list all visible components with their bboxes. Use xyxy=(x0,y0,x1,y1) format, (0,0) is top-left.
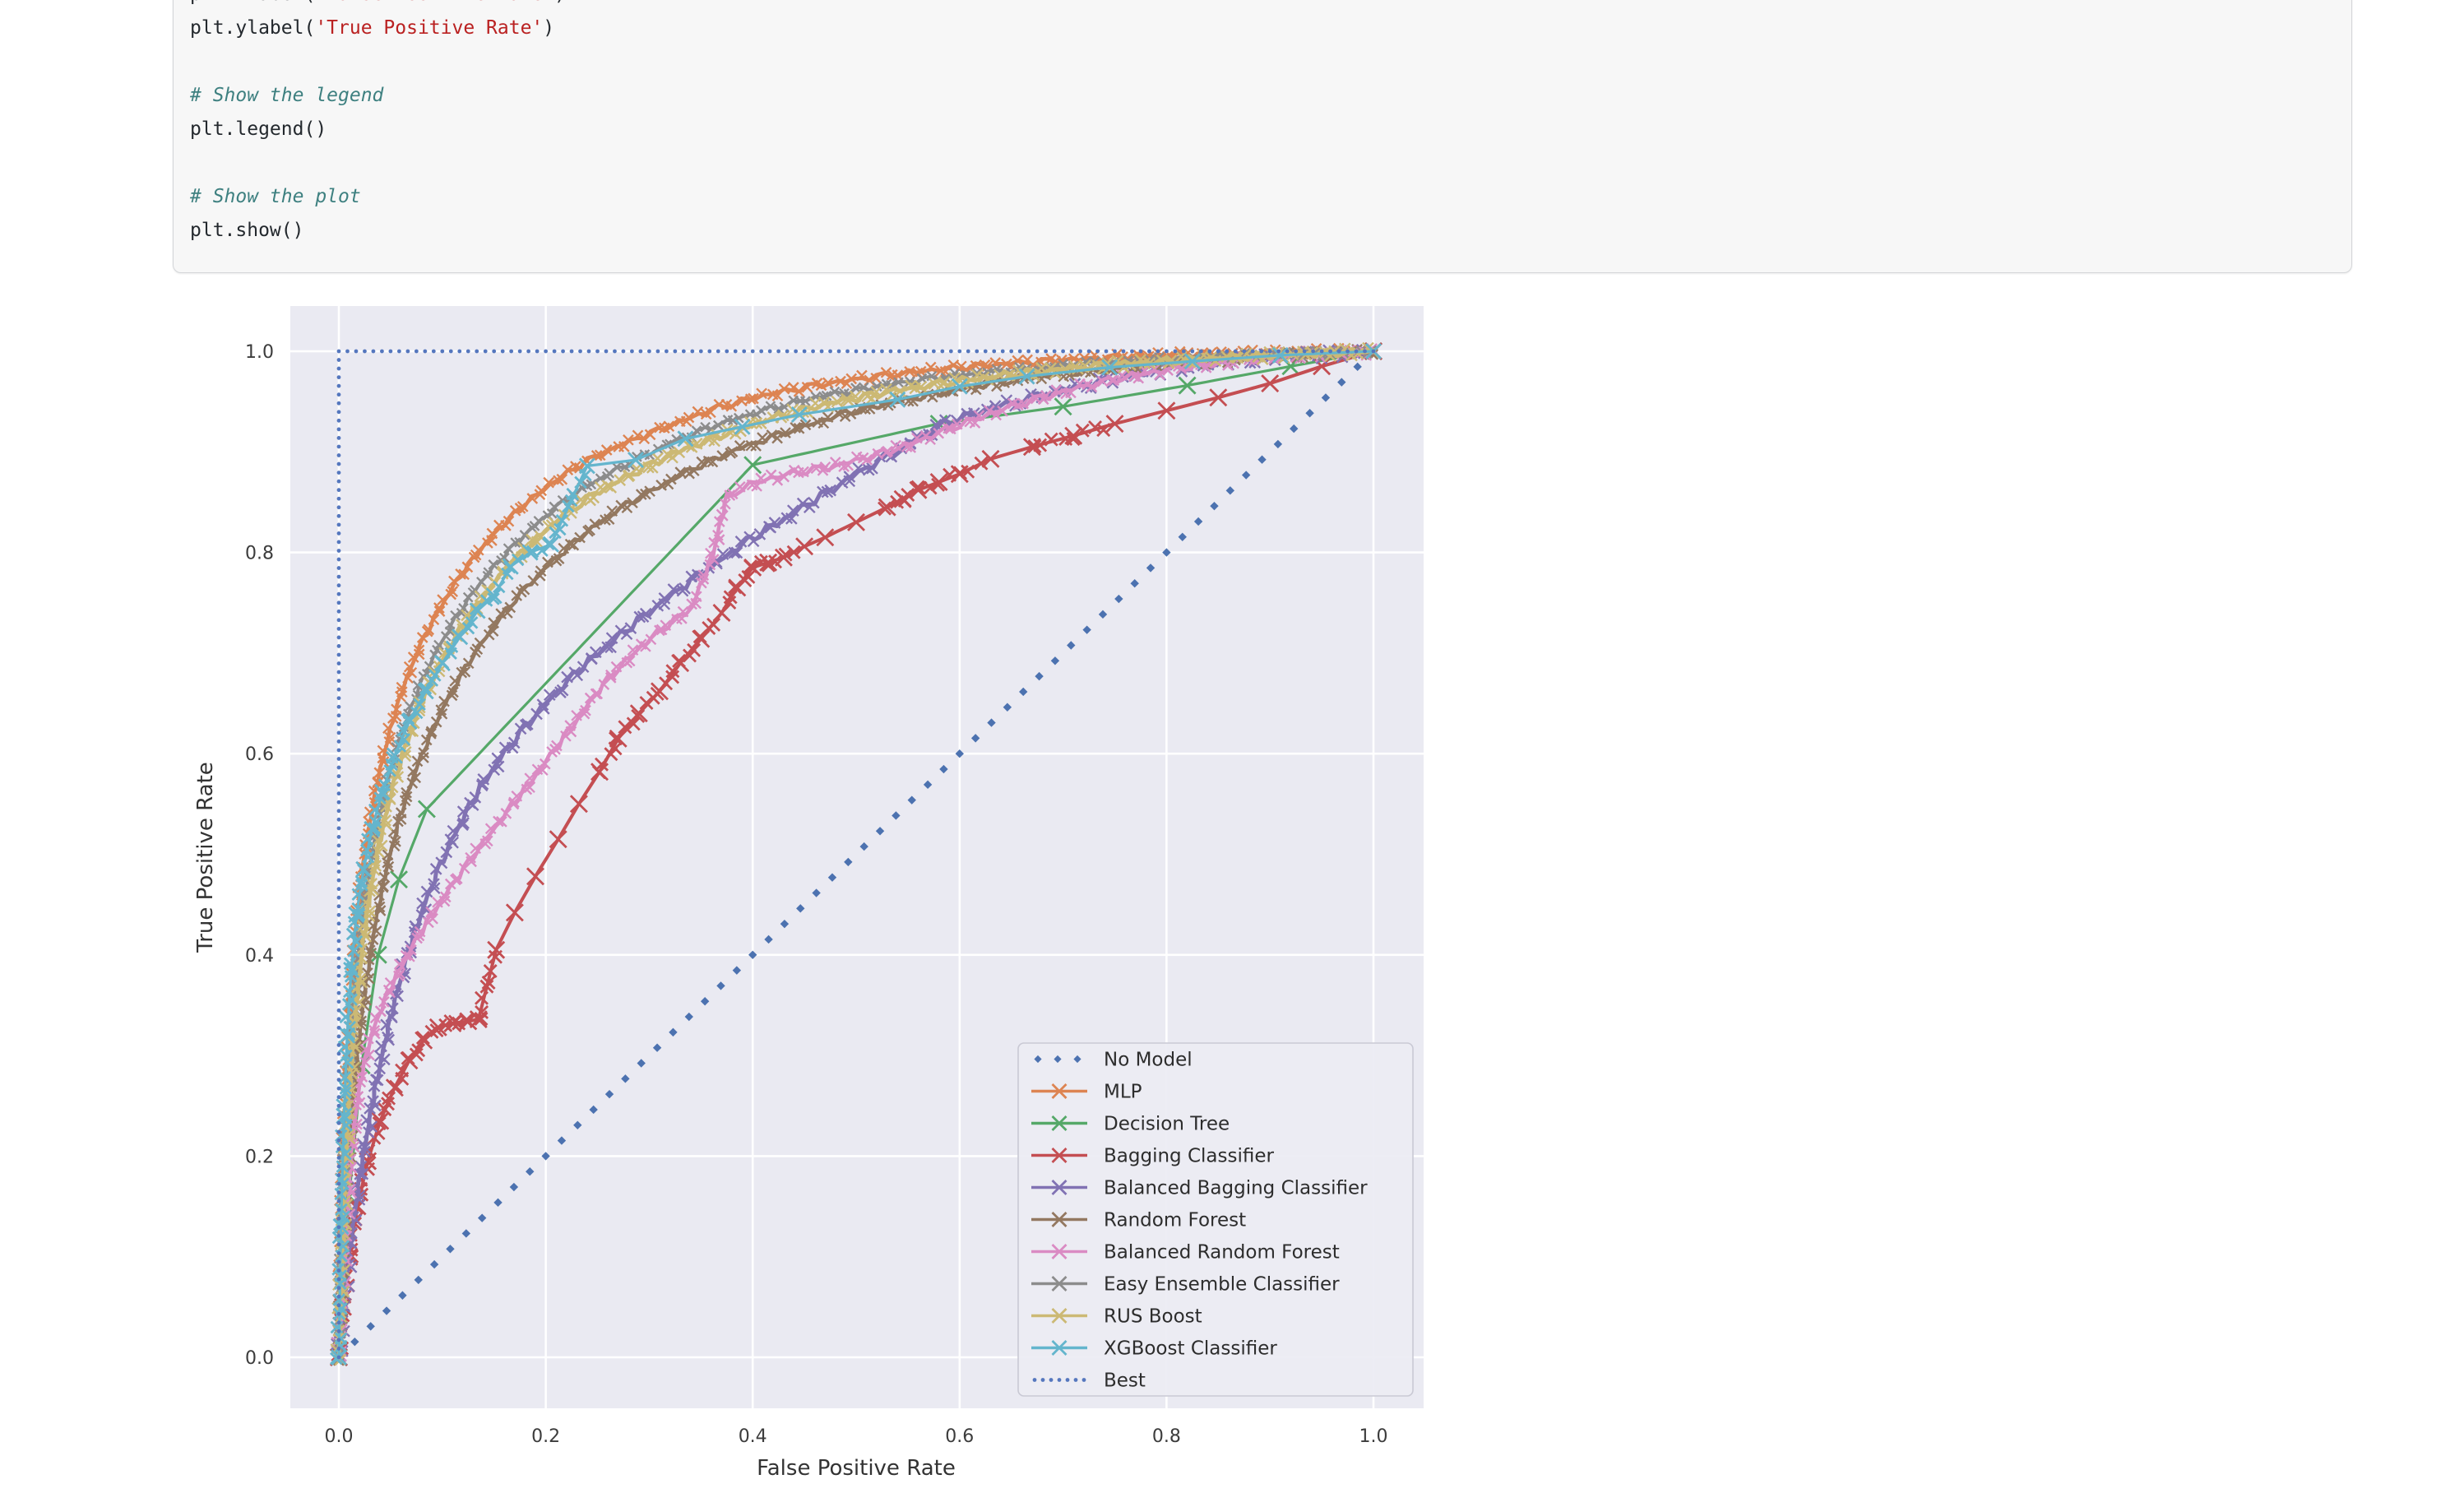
y-axis-label: True Positive Rate xyxy=(193,762,218,953)
legend-sample-dotted xyxy=(1049,1378,1054,1382)
code-token-code: plt.ylabel( xyxy=(190,17,316,39)
legend-sample-dotted xyxy=(1034,1055,1042,1064)
legend-sample-marker xyxy=(1051,1308,1068,1324)
code-line: # Show the legend xyxy=(190,85,383,106)
legend-sample-marker xyxy=(1051,1083,1068,1099)
x-tick-label: 0.6 xyxy=(945,1426,974,1447)
y-tick-label: 0.4 xyxy=(245,946,274,967)
legend-sample-marker xyxy=(1051,1115,1068,1131)
x-tick-label: 1.0 xyxy=(1359,1426,1388,1447)
x-tick-label: 0.8 xyxy=(1152,1426,1181,1447)
legend-item-label: Decision Tree xyxy=(1104,1114,1230,1135)
x-axis-label: False Positive Rate xyxy=(757,1456,956,1481)
dotted-line xyxy=(334,346,1378,1362)
legend: No Model MLP Decision Tree Bagging Classifi… xyxy=(1017,1042,1414,1397)
legend-item-bagging-classifier: Bagging Classifier xyxy=(1031,1146,1274,1167)
x-tick-label: 0.0 xyxy=(325,1426,354,1447)
legend-item-decision-tree: Decision Tree xyxy=(1031,1114,1230,1135)
legend-item-no-model: No Model xyxy=(1034,1050,1193,1071)
legend-box xyxy=(1017,1042,1414,1397)
code-line: plt.ylabel('True Positive Rate') xyxy=(190,17,554,39)
legend-item-label: Balanced Random Forest xyxy=(1104,1242,1340,1264)
legend-sample-marker xyxy=(1051,1244,1068,1259)
legend-sample-marker xyxy=(1051,1180,1068,1195)
code-line: # Show the plot xyxy=(190,186,361,207)
y-tick-label: 0.8 xyxy=(245,544,274,564)
legend-item-label: XGBoost Classifier xyxy=(1104,1338,1277,1360)
legend-sample-dotted xyxy=(1065,1378,1070,1382)
code-token-code: plt.legend() xyxy=(190,118,327,140)
legend-sample-dotted xyxy=(1054,1055,1062,1064)
legend-item-random-forest: Random Forest xyxy=(1031,1210,1246,1231)
legend-item-label: Bagging Classifier xyxy=(1104,1146,1274,1167)
code-line: plt.legend() xyxy=(190,118,327,140)
legend-item-label: Balanced Bagging Classifier xyxy=(1104,1178,1368,1199)
legend-sample-dotted xyxy=(1032,1378,1037,1382)
legend-sample-marker xyxy=(1051,1340,1068,1356)
code-token-code: plt.xlabel( xyxy=(190,0,315,5)
legend-item-label: No Model xyxy=(1104,1050,1193,1071)
y-tick-label: 0.2 xyxy=(245,1147,274,1167)
y-tick-label: 0.6 xyxy=(245,744,274,765)
legend-item-xgboost-classifier: XGBoost Classifier xyxy=(1031,1338,1277,1360)
code-token-code: plt.show() xyxy=(190,220,304,241)
legend-item-label: Easy Ensemble Classifier xyxy=(1104,1274,1340,1296)
legend-sample-marker xyxy=(1051,1148,1068,1163)
legend-item-label: Best xyxy=(1104,1370,1146,1392)
code-token-code: ) xyxy=(554,0,566,5)
legend-item-best: Best xyxy=(1032,1370,1146,1392)
x-tick-label: 0.2 xyxy=(531,1426,560,1447)
code-token-comment: # Show the plot xyxy=(190,186,361,207)
code-line: plt.xlabel('False Positive Rate') xyxy=(190,0,566,5)
y-tick-label: 1.0 xyxy=(245,342,274,363)
legend-item-mlp: MLP xyxy=(1031,1082,1142,1103)
legend-item-label: MLP xyxy=(1104,1082,1142,1103)
y-tick-label: 0.0 xyxy=(245,1348,274,1369)
code-token-string: 'False Positive Rate' xyxy=(315,0,554,5)
legend-item-balanced-bagging-classifier: Balanced Bagging Classifier xyxy=(1031,1178,1368,1199)
code-cell[interactable]: plt.xlabel('False Positive Rate') plt.yl… xyxy=(173,0,2352,273)
x-tick-label: 0.4 xyxy=(739,1426,767,1447)
legend-sample-dotted xyxy=(1081,1378,1086,1382)
legend-item-rus-boost: RUS Boost xyxy=(1031,1306,1202,1328)
legend-sample-dotted xyxy=(1073,1055,1081,1064)
code-token-comment: # Show the legend xyxy=(190,85,384,106)
legend-item-label: Random Forest xyxy=(1104,1210,1246,1231)
code-editor[interactable]: plt.xlabel('False Positive Rate') plt.yl… xyxy=(190,0,2351,248)
code-token-code: ) xyxy=(543,17,555,39)
legend-sample-marker xyxy=(1051,1276,1068,1291)
legend-item-balanced-random-forest: Balanced Random Forest xyxy=(1031,1242,1340,1264)
code-token-string: 'True Positive Rate' xyxy=(315,17,544,39)
legend-sample-dotted xyxy=(1057,1378,1062,1382)
axis-ticks: 0.0 0.2 0.4 0.6 0.8 1.0 0.0 0.2 0.4 0.6 0.8 1.0 xyxy=(245,342,1388,1447)
legend-sample-dotted xyxy=(1040,1378,1045,1382)
legend-item-label: RUS Boost xyxy=(1104,1306,1202,1328)
series-no-model xyxy=(334,346,1378,1362)
code-line: plt.show() xyxy=(190,220,303,241)
legend-sample-marker xyxy=(1051,1212,1068,1227)
legend-sample-dotted xyxy=(1073,1378,1078,1382)
legend-item-easy-ensemble-classifier: Easy Ensemble Classifier xyxy=(1031,1274,1340,1296)
